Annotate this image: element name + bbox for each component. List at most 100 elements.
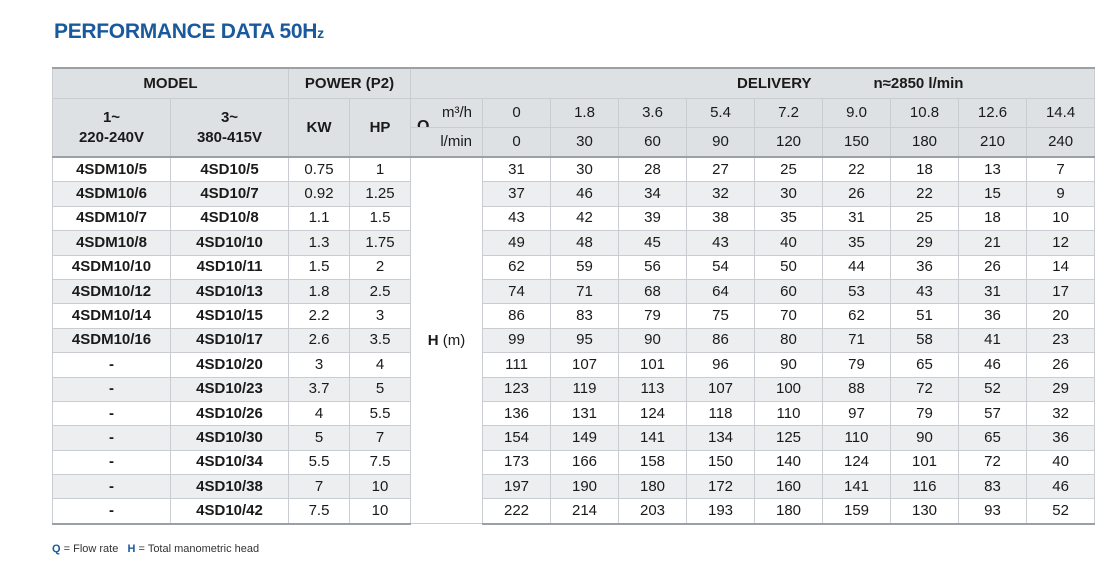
power-hp: 3: [349, 303, 412, 329]
page-title: PERFORMANCE DATA 50Hz: [54, 20, 324, 43]
head-value: 97: [822, 400, 892, 427]
head-value: 136: [482, 400, 552, 427]
table-row: 4SDM10/8 4SD10/10 1.3 1.75 49 48 45 43 40 35 29 21 1…: [52, 230, 1096, 256]
head-value: 46: [958, 352, 1028, 378]
flow-m3h-cell: 5.4: [686, 98, 756, 128]
power-hp: 5.5: [349, 400, 412, 427]
performance-table-body: 4SDM10/5 4SD10/5 0.75 1 H (m) 31 30 28 27 25 22 18 1…: [52, 156, 1096, 525]
head-value: 21: [958, 230, 1028, 256]
head-value: 44: [822, 254, 892, 280]
head-value: 43: [890, 278, 960, 305]
model-three-phase: 4SD10/15: [169, 303, 290, 329]
head-value: 125: [754, 425, 824, 451]
flow-lmin-cell: 0: [482, 127, 552, 158]
head-value: 37: [482, 181, 552, 207]
head-value: 54: [686, 254, 756, 280]
head-value: 158: [618, 449, 688, 476]
head-value: 64: [686, 278, 756, 305]
head-value: 159: [822, 498, 892, 525]
head-value: 160: [754, 474, 824, 500]
head-value: 72: [958, 449, 1028, 476]
head-value: 72: [890, 376, 960, 402]
head-value: 113: [618, 376, 688, 402]
power-hp: 4: [349, 352, 412, 378]
head-value: 99: [482, 327, 552, 354]
head-value: 124: [822, 449, 892, 476]
model-single-phase: 4SDM10/10: [52, 254, 171, 280]
head-value: 71: [822, 327, 892, 354]
head-value: 130: [890, 498, 960, 525]
head-value: 62: [482, 254, 552, 280]
head-value: 79: [822, 352, 892, 378]
head-value: 43: [482, 205, 552, 232]
head-value: 52: [958, 376, 1028, 402]
table-row: 4SDM10/6 4SD10/7 0.92 1.25 37 46 34 32 30 26 22 15 9: [52, 181, 1096, 207]
head-value: 65: [958, 425, 1028, 451]
model-three-phase: 4SD10/42: [169, 498, 290, 525]
power-hp: 7.5: [349, 449, 412, 476]
table-row: 4SDM10/5 4SD10/5 0.75 1 H (m) 31 30 28 27 25 22 18 1…: [52, 156, 1096, 525]
head-value: 119: [550, 376, 620, 402]
head-value: 154: [482, 425, 552, 451]
head-value: 36: [958, 303, 1028, 329]
head-value: 46: [1026, 474, 1096, 500]
flow-m3h-cell: 14.4: [1026, 98, 1096, 128]
flow-m3h-cell: 3.6: [618, 98, 688, 128]
head-value: 36: [1026, 425, 1096, 451]
head-value: 95: [550, 327, 620, 354]
delivery-label: DELIVERY: [737, 74, 812, 92]
head-value: 35: [822, 230, 892, 256]
head-value: 18: [890, 156, 960, 183]
head-value: 52: [1026, 498, 1096, 525]
model-three-phase: 4SD10/34: [169, 449, 290, 476]
head-value: 116: [890, 474, 960, 500]
model-three-phase: 4SD10/7: [169, 181, 290, 207]
model-single-phase: 4SDM10/14: [52, 303, 171, 329]
flow-lmin-cell: 240: [1026, 127, 1096, 158]
three-phase-header: 3~ 380-415V: [169, 98, 290, 158]
head-value: 131: [550, 400, 620, 427]
head-value: 26: [822, 181, 892, 207]
head-value: 214: [550, 498, 620, 525]
power-hp: 1.75: [349, 230, 412, 256]
head-value: 96: [686, 352, 756, 378]
head-value: 15: [958, 181, 1028, 207]
head-value: 107: [550, 352, 620, 378]
head-value: 124: [618, 400, 688, 427]
model-three-phase: 4SD10/26: [169, 400, 290, 427]
head-value: 140: [754, 449, 824, 476]
head-value: 20: [1026, 303, 1096, 329]
head-value: 26: [1026, 352, 1096, 378]
head-value: 68: [618, 278, 688, 305]
hp-header: HP: [349, 98, 412, 158]
power-kw: 3: [288, 352, 351, 378]
head-value: 101: [618, 352, 688, 378]
head-value: 51: [890, 303, 960, 329]
head-value: 30: [754, 181, 824, 207]
head-value: 149: [550, 425, 620, 451]
head-value: 53: [822, 278, 892, 305]
power-kw: 5.5: [288, 449, 351, 476]
power-kw: 4: [288, 400, 351, 427]
single-phase-header: 1~ 220-240V: [52, 98, 171, 158]
model-single-phase: 4SDM10/8: [52, 230, 171, 256]
head-value: 60: [754, 278, 824, 305]
table-row: 4SDM10/16 4SD10/17 2.6 3.5 99 95 90 86 80 71 58 41 2…: [52, 327, 1096, 354]
model-three-phase: 4SD10/8: [169, 205, 290, 232]
table-row: 4SDM10/12 4SD10/13 1.8 2.5 74 71 68 64 60 53 43 31 1…: [52, 278, 1096, 305]
head-value: 222: [482, 498, 552, 525]
head-value: 27: [686, 156, 756, 183]
head-value: 17: [1026, 278, 1096, 305]
head-value: 12: [1026, 230, 1096, 256]
model-three-phase: 4SD10/10: [169, 230, 290, 256]
model-single-phase: -: [52, 498, 171, 525]
power-hp: 1.5: [349, 205, 412, 232]
speed-label: n≈2850 l/min: [873, 74, 964, 92]
flow-lmin-cell: 90: [686, 127, 756, 158]
head-value: 88: [822, 376, 892, 402]
power-kw: 7: [288, 474, 351, 500]
head-value: 31: [482, 156, 552, 183]
head-value: 110: [754, 400, 824, 427]
head-value: 123: [482, 376, 552, 402]
flow-lmin-cell: 30: [550, 127, 620, 158]
